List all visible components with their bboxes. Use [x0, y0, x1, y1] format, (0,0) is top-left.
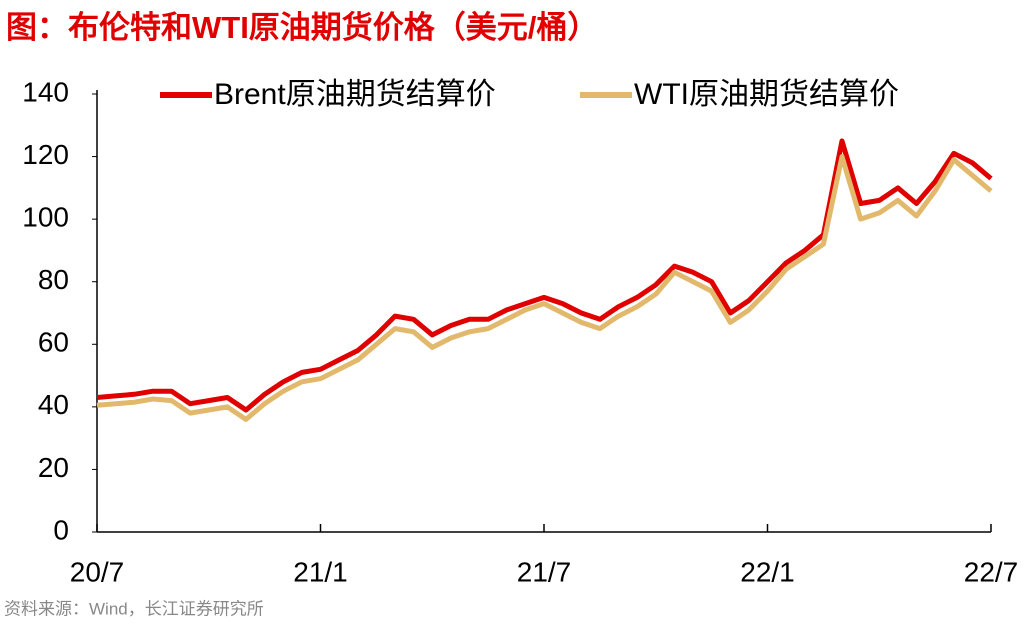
source-note: 资料来源：Wind，长江证券研究所 — [4, 599, 264, 618]
y-tick-label: 40 — [38, 389, 69, 420]
y-tick-label: 120 — [22, 139, 69, 170]
y-tick-label: 20 — [38, 452, 69, 483]
x-tick-label: 21/1 — [293, 556, 348, 587]
y-tick-label: 80 — [38, 264, 69, 295]
x-tick-label: 22/1 — [740, 556, 795, 587]
y-tick-label: 140 — [22, 76, 69, 107]
y-tick-label: 0 — [53, 514, 69, 545]
chart-title: 图：布伦特和WTI原油期货价格（美元/桶） — [6, 10, 598, 45]
x-tick-label: 20/7 — [70, 556, 125, 587]
legend-label: Brent原油期货结算价 — [214, 78, 496, 111]
series-line — [96, 154, 993, 422]
y-tick-label: 100 — [22, 202, 69, 233]
x-tick-label: 22/7 — [964, 556, 1019, 587]
legend-label: WTI原油期货结算价 — [634, 78, 899, 111]
series-line — [96, 138, 993, 413]
x-tick-label: 21/7 — [517, 556, 572, 587]
y-tick-label: 60 — [38, 327, 69, 358]
